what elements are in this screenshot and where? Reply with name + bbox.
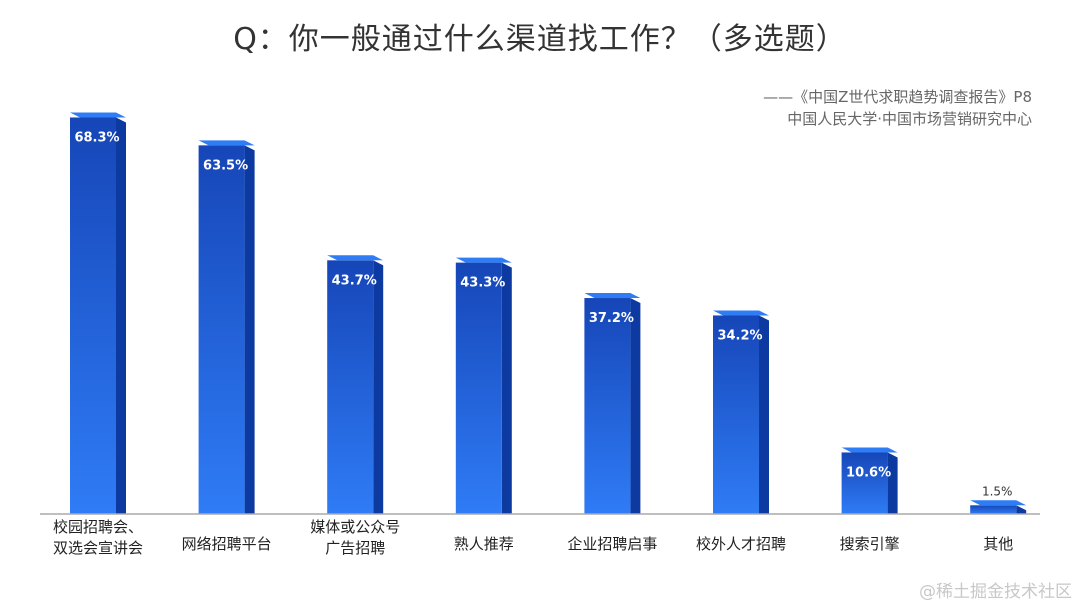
chart-title: Q：你一般通过什么渠道找工作？（多选题） bbox=[233, 22, 847, 57]
bar-top bbox=[327, 255, 384, 261]
data-label: 34.2% bbox=[717, 328, 762, 343]
bar-top bbox=[584, 293, 641, 299]
bar-2: 63.5% bbox=[198, 140, 255, 514]
bar-side bbox=[887, 452, 898, 514]
bar-3: 43.7% bbox=[327, 255, 384, 514]
bar-top bbox=[841, 447, 898, 453]
bar-6: 34.2% bbox=[713, 310, 769, 514]
bar-front bbox=[198, 145, 245, 514]
category-label-line: 双选会宣讲会 bbox=[53, 539, 143, 557]
bar-5: 37.2% bbox=[584, 293, 641, 514]
data-label: 68.3% bbox=[74, 130, 119, 145]
category-label-line: 校园招聘会、 bbox=[53, 518, 143, 536]
category-label: 其他 bbox=[983, 535, 1013, 553]
category-label: 搜索引擎 bbox=[840, 535, 900, 553]
source-institution: 中国人民大学·中国市场营销研究中心 bbox=[787, 110, 1032, 128]
watermark: @稀土掘金技术社区 bbox=[919, 582, 1072, 602]
bar-front bbox=[970, 505, 1017, 514]
bar-front bbox=[455, 262, 502, 514]
bar-side bbox=[1016, 505, 1027, 514]
bar-front bbox=[713, 315, 759, 514]
category-label-line: 企业招聘启事 bbox=[567, 535, 657, 553]
category-label-line: 网络招聘平台 bbox=[182, 535, 272, 553]
bar-front bbox=[327, 260, 374, 514]
source-citation: ——《中国Z世代求职趋势调查报告》P8 bbox=[763, 88, 1032, 106]
data-label: 43.3% bbox=[460, 276, 505, 291]
bar-front bbox=[584, 298, 631, 514]
category-label-line: 其他 bbox=[983, 535, 1013, 553]
data-label: 1.5% bbox=[982, 484, 1013, 498]
bar-side bbox=[759, 315, 769, 514]
bar-7: 10.6% bbox=[841, 447, 898, 514]
bar-side bbox=[116, 117, 126, 514]
category-label-line: 广告招聘 bbox=[325, 539, 385, 557]
category-label: 网络招聘平台 bbox=[182, 535, 272, 553]
bar-1: 68.3% bbox=[70, 112, 126, 514]
bar-front bbox=[841, 452, 888, 514]
category-label: 校外人才招聘 bbox=[696, 535, 786, 553]
bar-top bbox=[455, 257, 512, 263]
bar-side bbox=[373, 260, 384, 514]
category-label-line: 熟人推荐 bbox=[454, 535, 514, 553]
bar-4: 43.3% bbox=[455, 257, 512, 514]
bar-side bbox=[501, 262, 512, 514]
category-label-line: 媒体或公众号 bbox=[310, 518, 400, 536]
category-label-line: 校外人才招聘 bbox=[696, 535, 786, 553]
bar-side bbox=[630, 298, 641, 514]
data-label: 10.6% bbox=[846, 465, 891, 480]
bar-top bbox=[970, 500, 1027, 506]
bar-front bbox=[70, 117, 116, 514]
bar-side bbox=[244, 145, 255, 514]
data-label: 63.5% bbox=[203, 158, 248, 173]
bar-top bbox=[70, 112, 126, 118]
data-label: 43.7% bbox=[332, 273, 377, 288]
bar-top bbox=[713, 310, 769, 316]
bar-top bbox=[198, 140, 255, 146]
bar-8: 1.5% bbox=[970, 484, 1027, 514]
category-label: 熟人推荐 bbox=[454, 535, 514, 553]
category-label: 媒体或公众号广告招聘 bbox=[310, 518, 400, 557]
category-label: 企业招聘启事 bbox=[567, 535, 657, 553]
data-label: 37.2% bbox=[589, 311, 634, 326]
category-label: 校园招聘会、双选会宣讲会 bbox=[53, 518, 143, 557]
category-label-line: 搜索引擎 bbox=[840, 535, 900, 553]
